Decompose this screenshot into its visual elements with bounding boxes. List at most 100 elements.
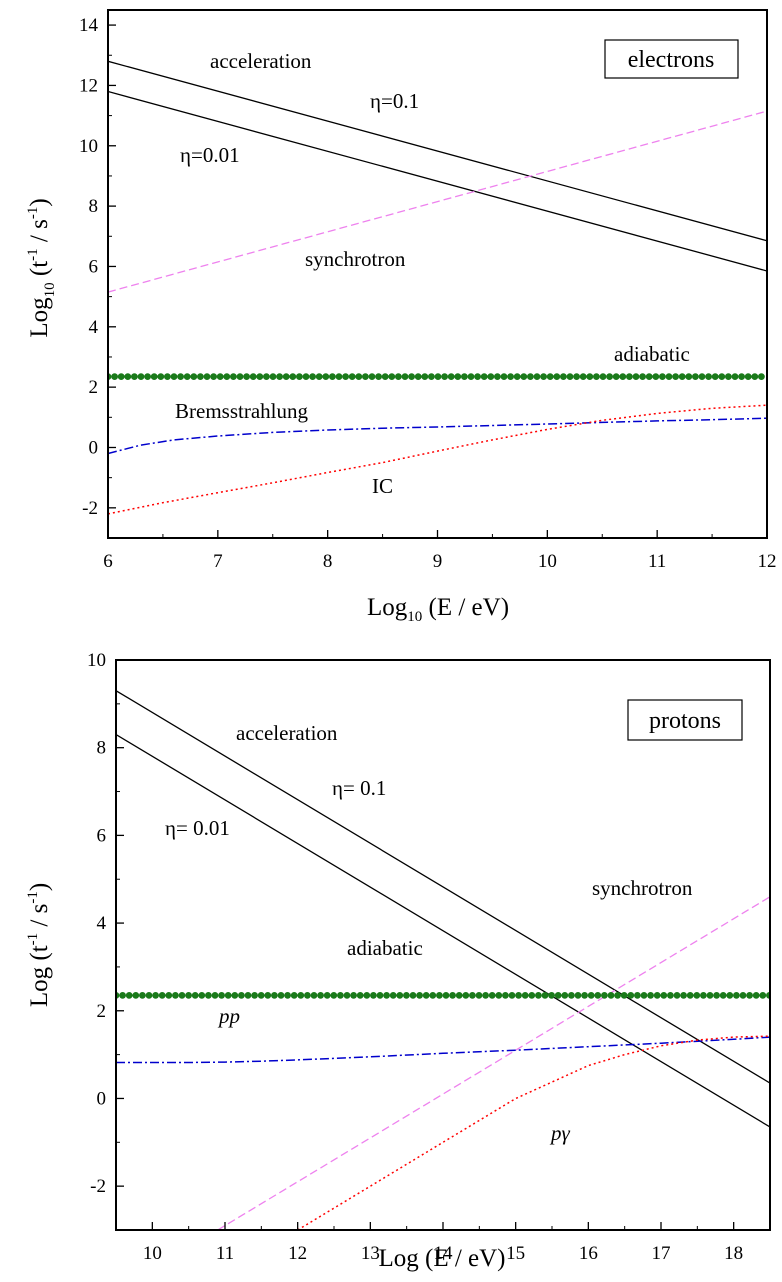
x-tick-label: 7	[213, 551, 223, 572]
adiabatic-point	[619, 373, 627, 380]
adiabatic-point	[502, 992, 509, 999]
adiabatic-point	[568, 992, 575, 999]
adiabatic-point	[487, 373, 495, 380]
adiabatic-point	[685, 373, 693, 380]
x-tick-label: 12	[288, 1243, 307, 1264]
series-adiabatic-dots	[108, 373, 765, 380]
protons-plot-frame	[115, 659, 771, 1231]
adiabatic-point	[441, 373, 448, 380]
adiabatic-point	[244, 992, 252, 999]
adiabatic-point	[350, 992, 357, 999]
adiabatic-point	[601, 992, 608, 999]
adiabatic-point	[614, 992, 621, 999]
adiabatic-point	[396, 992, 404, 999]
adiabatic-point	[581, 992, 588, 999]
adiabatic-point	[145, 992, 153, 999]
adiabatic-point	[462, 992, 470, 999]
adiabatic-point	[573, 373, 580, 380]
adiabatic-point	[627, 992, 635, 999]
adiabatic-point	[495, 992, 503, 999]
adiabatic-point	[429, 992, 437, 999]
series-acceleration-0-1-line	[116, 690, 770, 1084]
adiabatic-point	[693, 992, 701, 999]
adiabatic-point	[271, 992, 278, 999]
x-tick-label: 10	[143, 1243, 162, 1264]
protons-x-axis-title: Log (E / eV)	[378, 1245, 505, 1272]
x-tick-label: 16	[579, 1243, 598, 1264]
adiabatic-point	[297, 992, 305, 999]
adiabatic-point	[375, 373, 382, 380]
adiabatic-point	[672, 373, 679, 380]
adiabatic-point	[540, 373, 547, 380]
adiabatic-point	[363, 992, 371, 999]
protons-synchrotron-label: synchrotron	[592, 876, 693, 900]
adiabatic-point	[507, 373, 514, 380]
electrons-acceleration-label: acceleration	[210, 49, 312, 73]
adiabatic-point	[137, 373, 145, 380]
electrons-y-axis-title: Log10 (t-1 / s-1)	[25, 198, 58, 337]
adiabatic-point	[218, 992, 226, 999]
adiabatic-point	[185, 992, 193, 999]
adiabatic-point	[533, 373, 541, 380]
adiabatic-point	[211, 992, 219, 999]
adiabatic-point	[119, 992, 126, 999]
adiabatic-point	[434, 373, 442, 380]
adiabatic-point	[309, 373, 316, 380]
series-synchrotron-line	[217, 896, 770, 1230]
series-p-line	[297, 1035, 770, 1230]
adiabatic-point	[124, 373, 132, 380]
adiabatic-point	[698, 373, 706, 380]
adiabatic-point	[289, 373, 297, 380]
adiabatic-point	[170, 373, 178, 380]
y-tick-label: 4	[89, 317, 99, 338]
electrons-plot-area	[108, 60, 767, 515]
y-tick-label: 0	[89, 437, 99, 458]
adiabatic-point	[673, 992, 681, 999]
adiabatic-point	[587, 992, 595, 999]
adiabatic-point	[125, 992, 133, 999]
adiabatic-point	[494, 373, 501, 380]
adiabatic-point	[566, 373, 574, 380]
y-tick-label: 4	[97, 913, 107, 934]
adiabatic-point	[554, 992, 562, 999]
adiabatic-point	[488, 992, 496, 999]
adiabatic-point	[607, 992, 615, 999]
adiabatic-point	[593, 373, 600, 380]
adiabatic-point	[144, 373, 152, 380]
adiabatic-point	[686, 992, 694, 999]
x-tick-label: 10	[538, 551, 557, 572]
adiabatic-point	[205, 992, 212, 999]
adiabatic-point	[158, 992, 166, 999]
x-tick-label: 14	[434, 1243, 454, 1264]
adiabatic-point	[238, 992, 245, 999]
adiabatic-point	[744, 373, 752, 380]
x-tick-label: 17	[652, 1243, 671, 1264]
protons-pgamma-label: pγ	[549, 1121, 571, 1145]
adiabatic-point	[197, 373, 204, 380]
electrons-ic-label: IC	[372, 474, 393, 498]
adiabatic-point	[165, 992, 173, 999]
adiabatic-point	[680, 992, 687, 999]
adiabatic-point	[304, 992, 311, 999]
adiabatic-point	[111, 373, 118, 380]
adiabatic-point	[667, 992, 674, 999]
protons-eta001-label: η= 0.01	[165, 816, 230, 840]
electrons-bremsstrahlung-label: Bremsstrahlung	[175, 399, 308, 423]
adiabatic-point	[183, 373, 191, 380]
adiabatic-point	[389, 992, 397, 999]
electrons-ticks: 6 7 8 9 10 11 12 -2 0 2 4 6 8 10 12 14	[79, 15, 777, 572]
adiabatic-point	[653, 992, 661, 999]
protons-eta01-label: η= 0.1	[332, 776, 386, 800]
adiabatic-point	[422, 992, 430, 999]
adiabatic-point	[428, 373, 435, 380]
adiabatic-point	[515, 992, 522, 999]
electrons-legend-label: electrons	[628, 47, 715, 73]
adiabatic-point	[337, 992, 344, 999]
adiabatic-point	[738, 373, 745, 380]
adiabatic-point	[335, 373, 343, 380]
adiabatic-point	[177, 373, 185, 380]
series-acceleration-0-01-line	[108, 90, 767, 272]
adiabatic-point	[284, 992, 291, 999]
adiabatic-point	[342, 373, 349, 380]
adiabatic-point	[449, 992, 456, 999]
